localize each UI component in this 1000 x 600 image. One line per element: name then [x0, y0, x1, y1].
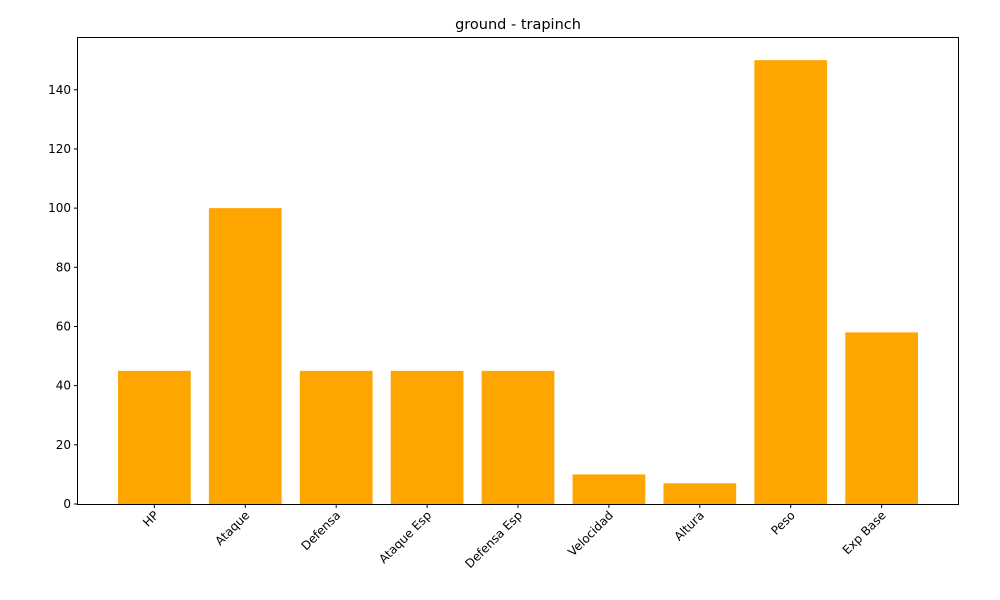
- chart-title: ground - trapinch: [455, 17, 581, 33]
- x-tick-label: Ataque: [212, 508, 252, 548]
- bar-defensa: [299, 370, 373, 504]
- plot-frame: [77, 37, 959, 505]
- y-tick-label: 40: [56, 379, 71, 393]
- x-tick-label: Velocidad: [565, 508, 616, 559]
- y-tick-label: 80: [56, 260, 71, 274]
- bar-ataque-esp: [390, 370, 464, 504]
- y-tick-label: 120: [48, 142, 71, 156]
- bar-hp: [118, 370, 191, 504]
- x-tick-label: Defensa: [298, 508, 343, 553]
- x-tick-label: Ataque Esp: [376, 508, 434, 566]
- x-tick-label: Altura: [671, 508, 706, 543]
- y-axis: 0 20 40 60 80 100 120 140: [48, 83, 78, 511]
- y-tick-label: 60: [56, 319, 71, 333]
- bar-ataque: [208, 208, 282, 504]
- x-tick-label: Defensa Esp: [462, 508, 525, 571]
- x-tick-label: Peso: [768, 508, 798, 538]
- bar-defensa-esp: [481, 370, 555, 504]
- y-tick-label: 100: [48, 201, 71, 215]
- x-tick-label: Exp Base: [840, 508, 889, 557]
- x-axis: HP Ataque Defensa Ataque Esp Defensa Esp Velo…: [140, 504, 889, 571]
- y-tick-label: 140: [48, 83, 71, 97]
- bars-group: [118, 60, 918, 504]
- y-tick-label: 0: [63, 497, 71, 511]
- y-tick-label: 20: [56, 438, 71, 452]
- bar-altura: [663, 483, 737, 504]
- bar-peso: [754, 60, 828, 504]
- x-tick-label: HP: [140, 508, 161, 529]
- bar-velocidad: [572, 474, 646, 504]
- bar-exp-base: [845, 332, 918, 504]
